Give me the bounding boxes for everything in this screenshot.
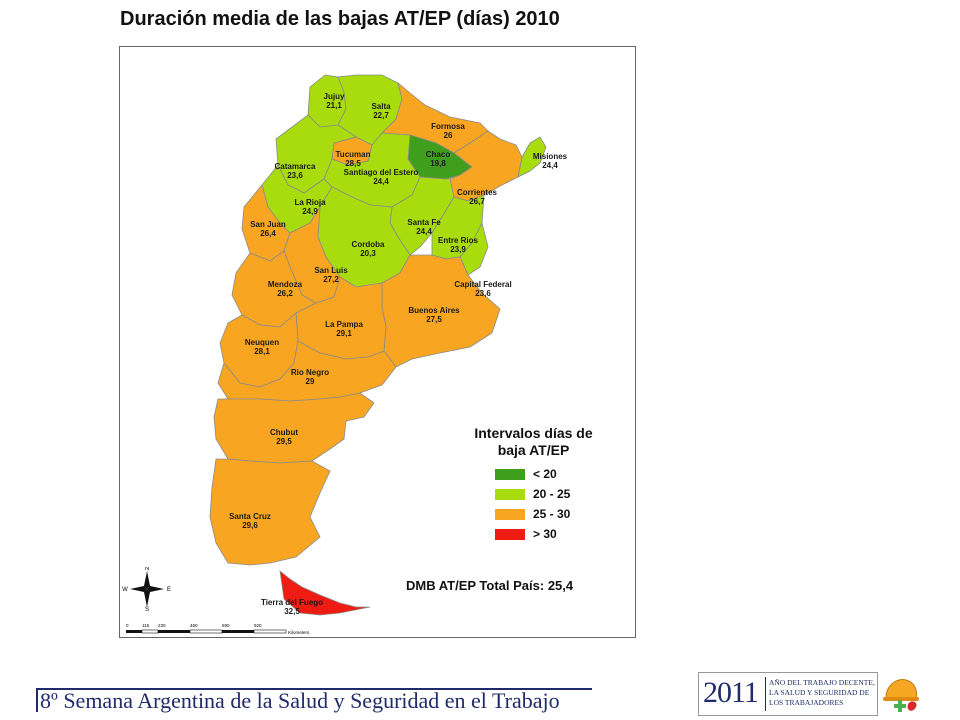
province-name-mendoza: Mendoza (268, 280, 303, 289)
province-name-san-juan: San Juan (250, 220, 286, 229)
province-corrientes (449, 130, 523, 202)
scale-tick-label: 460 (190, 623, 198, 628)
province-value-santiago-del-estero: 24,4 (373, 177, 389, 186)
legend-title: Intervalos días de baja AT/EP (474, 425, 593, 458)
province-name-santa-fe: Santa Fe (407, 218, 441, 227)
scale-tick-label: 0 (126, 623, 129, 628)
province-value-santa-cruz: 29,6 (242, 521, 258, 530)
legend-swatch (495, 529, 525, 540)
country-total: DMB AT/EP Total País: 25,4 (406, 578, 574, 593)
province-name-rio-negro: Rio Negro (291, 368, 329, 377)
legend-label: 25 - 30 (533, 507, 571, 521)
legend-label: > 30 (533, 527, 557, 541)
province-name-chubut: Chubut (270, 428, 298, 437)
logo-separator (765, 677, 766, 711)
province-name-entre-rios: Entre Rios (438, 236, 479, 245)
compass-s: S (145, 607, 149, 611)
scale-tick-label: 115 (142, 623, 150, 628)
map-title: Duración media de las bajas AT/EP (días)… (120, 8, 560, 30)
legend-label: < 20 (533, 467, 557, 481)
compass-n: N (145, 567, 149, 572)
province-value-salta: 22,7 (373, 111, 389, 120)
province-name-corrientes: Corrientes (457, 188, 498, 197)
footer-rule-vertical (36, 688, 38, 712)
legend-swatch (495, 469, 525, 480)
province-name-capital-federal: Capital Federal (454, 280, 511, 289)
year-logo: 2011 AÑO DEL TRABAJO DECENTE, LA SALUD Y… (698, 672, 878, 716)
footer-rule (36, 688, 592, 690)
province-name-la-pampa: La Pampa (325, 320, 363, 329)
legend-label: 20 - 25 (533, 487, 571, 501)
province-value-chaco: 19,8 (430, 159, 446, 168)
province-value-tucuman: 28,5 (345, 159, 361, 168)
province-name-cordoba: Cordoba (352, 240, 385, 249)
province-name-formosa: Formosa (431, 122, 465, 131)
logo-text: AÑO DEL TRABAJO DECENTE, LA SALUD Y SEGU… (769, 678, 875, 707)
province-name-chaco: Chaco (426, 150, 451, 159)
province-shapes (209, 74, 547, 616)
scale-tick-label: 690 (222, 623, 230, 628)
province-value-cordoba: 20,3 (360, 249, 376, 258)
scale-bar: 0 115 230 460 690 920 Kilometers (126, 623, 310, 635)
safety-helmet-icon (883, 679, 919, 712)
province-value-capital-federal: 23,6 (475, 289, 491, 298)
province-name-misiones: Misiones (533, 152, 568, 161)
compass-w: W (122, 587, 128, 593)
province-name-la-rioja: La Rioja (294, 198, 326, 207)
province-value-la-pampa: 29,1 (336, 329, 352, 338)
province-value-chubut: 29,5 (276, 437, 292, 446)
province-value-entre-rios: 23,9 (450, 245, 466, 254)
province-name-jujuy: Jujuy (324, 92, 345, 101)
map-frame: Jujuy 21,1 Salta 22,7 Formosa 26 Chaco 19,8 Misi… (119, 46, 636, 638)
province-value-san-juan: 26,4 (260, 229, 276, 238)
compass-e: E (167, 587, 171, 593)
province-value-formosa: 26 (444, 131, 453, 140)
scale-tick-label: 920 (254, 623, 262, 628)
province-name-santa-cruz: Santa Cruz (229, 512, 271, 521)
province-value-tierra-del-fuego: 32,5 (284, 607, 300, 616)
province-value-corrientes: 26,7 (469, 197, 485, 206)
province-name-neuquen: Neuquen (245, 338, 279, 347)
legend-swatch (495, 509, 525, 520)
province-misiones (517, 136, 547, 178)
province-value-la-rioja: 24,9 (302, 207, 318, 216)
province-value-buenos-aires: 27,5 (426, 315, 442, 324)
province-santa-cruz (209, 458, 331, 566)
province-tierra-del-fuego (279, 570, 371, 616)
province-value-santa-fe: 24,4 (416, 227, 432, 236)
province-name-tierra-del-fuego: Tierra del Fuego (261, 598, 323, 607)
province-name-tucuman: Tucuman (336, 150, 371, 159)
province-name-buenos-aires: Buenos Aires (408, 306, 460, 315)
province-value-rio-negro: 29 (306, 377, 315, 386)
logo-year: 2011 (703, 676, 759, 709)
footer-event-title: 8º Semana Argentina de la Salud y Seguri… (40, 688, 560, 713)
province-name-san-luis: San Luis (314, 266, 348, 275)
province-value-san-luis: 27,2 (323, 275, 339, 284)
province-name-catamarca: Catamarca (275, 162, 316, 171)
compass-rose-icon: N S W E (122, 567, 171, 611)
province-value-catamarca: 23,6 (287, 171, 303, 180)
province-name-salta: Salta (371, 102, 391, 111)
province-value-jujuy: 21,1 (326, 101, 342, 110)
scale-tick-label: 230 (158, 623, 166, 628)
province-value-misiones: 24,4 (542, 161, 558, 170)
province-value-neuquen: 28,1 (254, 347, 270, 356)
province-name-santiago-del-estero: Santiago del Estero (344, 168, 419, 177)
province-value-mendoza: 26,2 (277, 289, 293, 298)
scale-unit: Kilometers (288, 630, 310, 635)
legend-swatch (495, 489, 525, 500)
